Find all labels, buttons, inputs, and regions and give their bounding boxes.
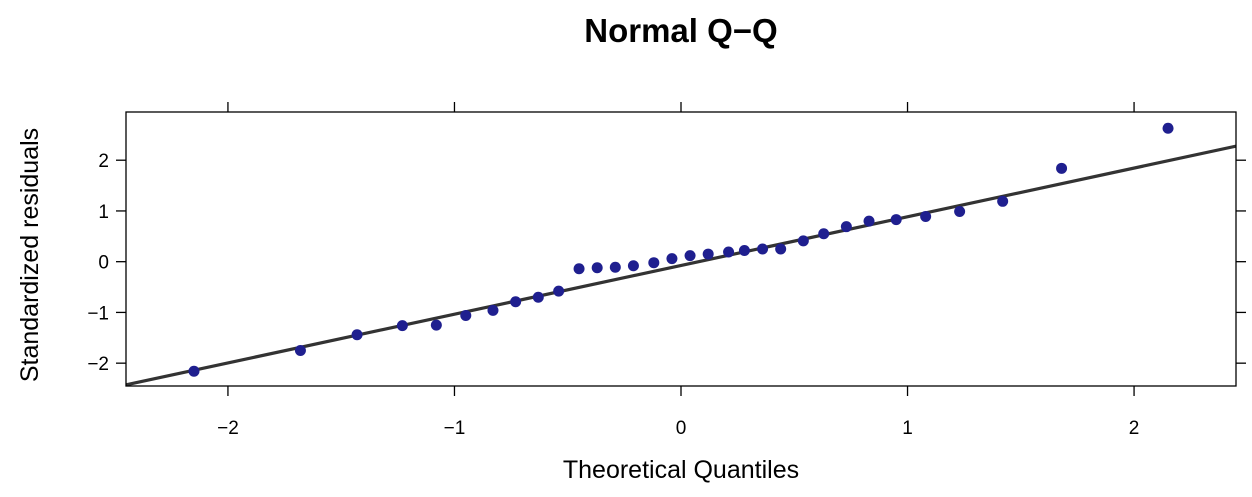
x-tick-label: 2 [1129, 418, 1140, 439]
data-point-23 [797, 235, 809, 247]
data-point-2 [294, 344, 306, 356]
y-tick-label: −2 [87, 354, 109, 375]
x-tick-label: −2 [217, 418, 239, 439]
data-point-7 [487, 304, 499, 316]
data-point-25 [840, 221, 852, 233]
data-point-28 [920, 211, 932, 223]
reference-line [126, 144, 1236, 386]
data-point-11 [573, 263, 585, 275]
x-tick-label: 1 [902, 418, 913, 439]
plot-frame [125, 111, 1237, 387]
data-point-21 [757, 243, 769, 255]
data-point-22 [775, 243, 787, 255]
data-point-32 [1162, 122, 1174, 134]
data-point-29 [954, 205, 966, 217]
data-point-20 [738, 245, 750, 257]
y-tick-label: 1 [98, 202, 109, 223]
data-point-19 [723, 246, 735, 258]
axes: −2 −1 0 1 2 −2 −1 0 1 2 [87, 102, 1246, 439]
data-point-30 [997, 195, 1009, 207]
y-tick-label: 2 [98, 151, 109, 172]
data-point-9 [532, 291, 544, 303]
data-point-1 [188, 365, 200, 377]
data-point-12 [591, 262, 603, 274]
data-point-15 [648, 257, 660, 269]
data-point-8 [510, 296, 522, 308]
data-point-27 [890, 214, 902, 226]
data-point-31 [1056, 162, 1068, 174]
plot-area [126, 122, 1236, 386]
data-point-17 [684, 250, 696, 262]
chart-title: Normal Q−Q [584, 12, 777, 49]
data-point-5 [430, 319, 442, 331]
x-tick-label: 0 [676, 418, 687, 439]
data-point-10 [553, 285, 565, 297]
data-point-14 [627, 260, 639, 272]
data-point-3 [351, 329, 363, 341]
x-axis-label: Theoretical Quantiles [563, 456, 799, 484]
data-point-16 [666, 253, 678, 265]
y-axis-label: Standardized residuals [16, 128, 44, 382]
data-point-4 [396, 320, 408, 332]
data-point-13 [609, 261, 621, 273]
data-point-24 [818, 228, 830, 240]
y-tick-label: −1 [87, 303, 109, 324]
data-point-6 [460, 309, 472, 321]
y-tick-label: 0 [98, 253, 109, 274]
x-tick-label: −1 [444, 418, 466, 439]
data-point-26 [863, 215, 875, 227]
data-point-18 [702, 248, 714, 260]
